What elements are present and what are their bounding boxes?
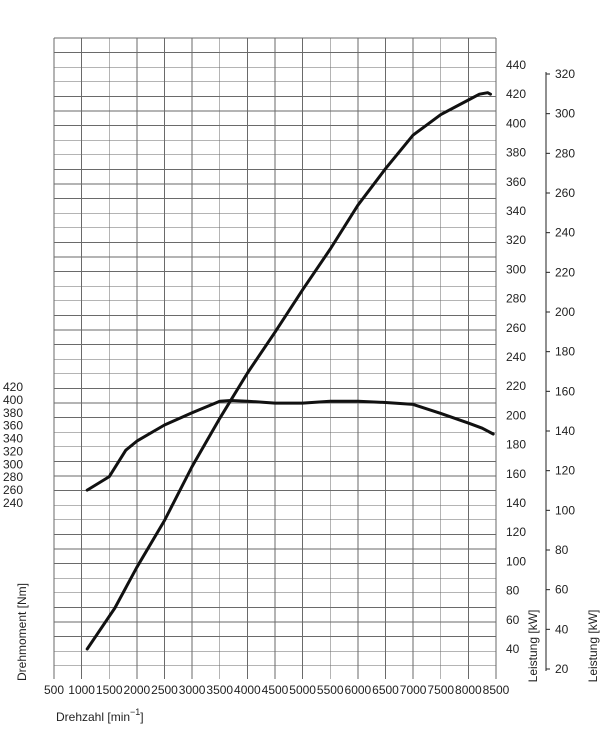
y-right-outer-tick-label: 300 (555, 107, 575, 121)
chart-axes: 500 1000 1500 2000 2500 3000 3500 4000 4500 5000 5… (3, 58, 575, 697)
y-right-inner-axis-title: Leistung [kW] (526, 610, 540, 683)
y-right-inner-tick-label: 160 (506, 467, 526, 481)
x-tick-label: 5500 (317, 683, 344, 697)
y-right-inner-tick-label: 440 (506, 58, 526, 72)
x-axis-title-end: ] (140, 710, 143, 724)
y-right-outer-tick-label: 160 (555, 384, 575, 398)
x-tick-label: 2500 (151, 683, 178, 697)
y-right-inner-tick-label: 100 (506, 554, 526, 568)
y-right-outer-tick-label: 240 (555, 226, 575, 240)
y-right-inner-tick-label: 40 (506, 642, 520, 656)
y-right-outer-tick-label: 200 (555, 305, 575, 319)
x-axis-title: Drehzahl [min−1] (56, 707, 144, 724)
y-right-outer-tick-label: 120 (555, 464, 575, 478)
x-tick-label: 3000 (179, 683, 206, 697)
y-right-inner-tick-label: 340 (506, 204, 526, 218)
y-right-inner-tick-label: 200 (506, 408, 526, 422)
y-right-inner-tick-label: 240 (506, 350, 526, 364)
y-left-tick-label: 420 (3, 380, 23, 394)
y-right-outer-tick-label: 60 (555, 583, 569, 597)
chart-curves (85, 91, 495, 651)
y-right-outer-tick-label: 140 (555, 424, 575, 438)
y-right-inner-tick-label: 180 (506, 438, 526, 452)
y-right-inner-tick-label: 60 (506, 613, 520, 627)
y-right-inner-tick-label: 140 (506, 496, 526, 510)
y-left-tick-label: 360 (3, 419, 23, 433)
x-tick-label: 6500 (372, 683, 399, 697)
y-right-outer-axis-title: Leistung [kW] (586, 610, 600, 683)
x-tick-label: 7500 (427, 683, 454, 697)
y-right-inner-tick-label: 280 (506, 292, 526, 306)
y-left-tick-label: 340 (3, 432, 23, 446)
x-tick-label: 7000 (400, 683, 427, 697)
y-right-outer-tick-label: 40 (555, 622, 569, 636)
y-right-outer-tick-label: 100 (555, 503, 575, 517)
y-right-inner-tick-label: 220 (506, 379, 526, 393)
y-right-inner-tick-label: 320 (506, 233, 526, 247)
x-tick-label: 8500 (483, 683, 510, 697)
x-tick-label: 6000 (345, 683, 372, 697)
y-right-outer-tick-label: 280 (555, 146, 575, 160)
y-left-tick-label: 260 (3, 483, 23, 497)
torque-curve (85, 399, 495, 492)
y-left-axis-title: Drehmoment [Nm] (15, 583, 29, 681)
x-tick-label: 3500 (206, 683, 233, 697)
x-axis-title-exponent: −1 (130, 707, 140, 717)
y-right-inner-tick-label: 420 (506, 87, 526, 101)
x-tick-label: 500 (44, 683, 64, 697)
y-right-inner-tick-label: 300 (506, 262, 526, 276)
x-tick-label: 4000 (234, 683, 261, 697)
y-right-outer-tick-label: 220 (555, 265, 575, 279)
x-tick-label: 5000 (289, 683, 316, 697)
x-tick-label: 8000 (455, 683, 482, 697)
y-right-inner-tick-label: 80 (506, 584, 520, 598)
y-left-tick-label: 280 (3, 470, 23, 484)
y-right-inner-tick-label: 360 (506, 175, 526, 189)
y-left-tick-label: 240 (3, 496, 23, 510)
x-tick-label: 4500 (262, 683, 289, 697)
chart-grid (53, 37, 497, 679)
y-right-inner-tick-label: 400 (506, 116, 526, 130)
y-left-tick-label: 400 (3, 393, 23, 407)
y-left-tick-label: 300 (3, 457, 23, 471)
y-right-inner-tick-label: 120 (506, 525, 526, 539)
power-curve (85, 91, 492, 651)
y-right-outer-tick-label: 20 (555, 662, 569, 676)
y-right-outer-tick-label: 260 (555, 186, 575, 200)
x-tick-label: 1000 (68, 683, 95, 697)
y-left-tick-label: 380 (3, 406, 23, 420)
y-right-inner-tick-label: 260 (506, 321, 526, 335)
y-right-outer-tick-label: 320 (555, 67, 575, 81)
y-right-inner-tick-label: 380 (506, 146, 526, 160)
y-right-outer-tick-label: 180 (555, 345, 575, 359)
y-left-tick-label: 320 (3, 444, 23, 458)
y-right-outer-tick-label: 80 (555, 543, 569, 557)
x-tick-label: 1500 (96, 683, 123, 697)
x-tick-label: 2000 (124, 683, 151, 697)
x-axis-title-main: Drehzahl [min (56, 710, 130, 724)
